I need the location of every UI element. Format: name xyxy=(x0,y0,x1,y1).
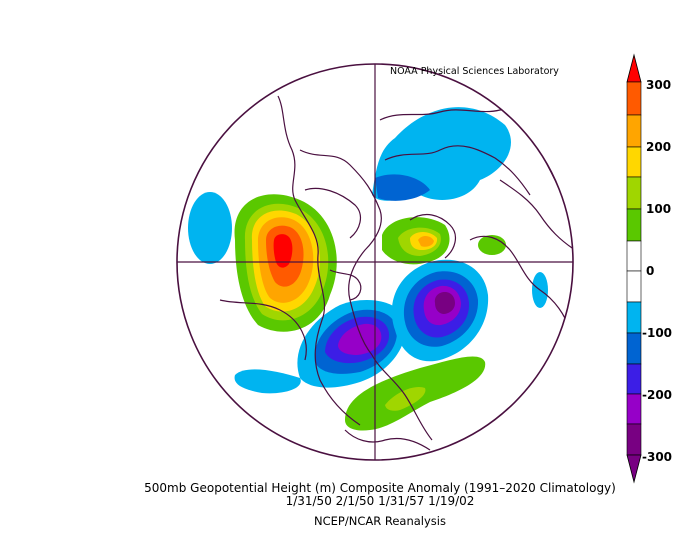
east-pacific-negative-anomaly xyxy=(234,369,301,394)
caption-dates: 1/31/50 2/1/50 1/31/57 1/19/02 xyxy=(285,494,475,508)
pacific-negative-anomaly xyxy=(188,192,232,264)
greenland-positive-anomaly xyxy=(382,217,450,265)
north-america-negative-anomaly xyxy=(297,300,406,388)
subtropical-atlantic-positive-anomaly xyxy=(345,356,486,431)
colorbar-label-100: 100 xyxy=(646,202,672,216)
colorbar-top-arrow xyxy=(626,53,642,83)
credit-label: NOAA Physical Sciences Laboratory xyxy=(390,66,559,77)
colorbar-label-neg300: -300 xyxy=(642,450,673,464)
colorbar-label-0: 0 xyxy=(646,264,655,278)
caption-title: 500mb Geopotential Height (m) Composite … xyxy=(144,481,616,495)
colorbar-bottom-arrow xyxy=(626,454,642,484)
colorbar-label-300: 300 xyxy=(646,78,672,92)
colorbar-label-200: 200 xyxy=(646,140,672,154)
colorbar-label-neg200: -200 xyxy=(642,388,673,402)
arctic-eurasia-negative-anomaly xyxy=(372,107,511,201)
colorbar-label-neg100: -100 xyxy=(642,326,673,340)
pacific-ridge-positive-anomaly xyxy=(234,194,337,332)
north-atlantic-negative-anomaly xyxy=(391,259,489,362)
caption-source: NCEP/NCAR Reanalysis xyxy=(314,514,446,528)
colorbar xyxy=(626,53,642,484)
